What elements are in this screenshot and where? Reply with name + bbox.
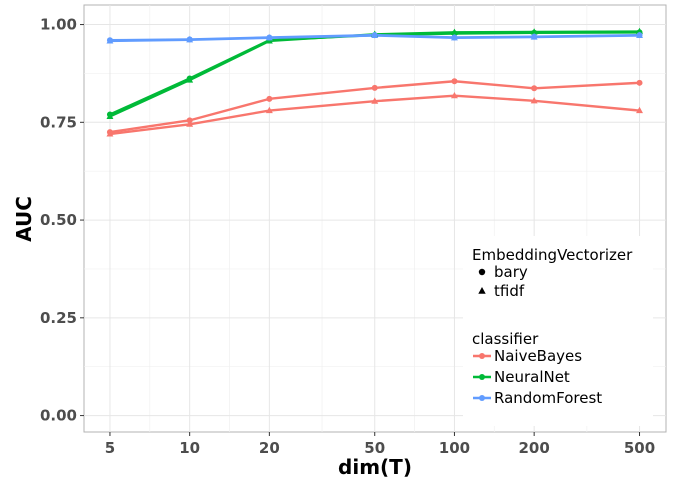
legend-label-neuralnet: NeuralNet (494, 368, 570, 386)
data-point-neuralnet-tfidf (530, 28, 538, 35)
y-tick-label: 0.75 (40, 113, 77, 131)
data-point-randomforest-tfidf (636, 31, 643, 39)
x-tick-label: 100 (439, 439, 470, 457)
x-tick-label: 200 (518, 439, 549, 457)
legend-label-randomforest: RandomForest (494, 389, 602, 407)
legend-dot-neuralnet (479, 374, 485, 380)
x-tick-label: 5 (105, 439, 115, 457)
legend-dot-randomforest (479, 395, 485, 401)
data-point-randomforest-tfidf (450, 34, 458, 41)
y-tick-label: 0.25 (40, 309, 77, 327)
x-tick-label: 50 (364, 439, 385, 457)
x-tick-label: 10 (179, 439, 200, 457)
data-point-naivebayes-tfidf (106, 130, 114, 137)
grid (83, 4, 667, 433)
data-point-neuralnet-tfidf (636, 27, 643, 35)
data-point-randomforest-tfidf (106, 37, 114, 44)
x-tick-label: 20 (259, 439, 280, 457)
data-point-naivebayes-bary (266, 95, 273, 102)
data-point-randomforest-tfidf (530, 33, 538, 40)
legend-label-tfidf: tfidf (494, 282, 525, 300)
axes: 0.00 0.25 0.50 0.75 1.00 5 10 20 50 100 200 500 (40, 16, 655, 457)
data-point-naivebayes-bary (371, 84, 378, 91)
legend-dot-naivebayes (479, 353, 485, 359)
data-point-naivebayes-tfidf (450, 91, 458, 99)
data-point-randomforest-tfidf (371, 31, 379, 39)
y-tick-label: 0.00 (40, 407, 77, 425)
data-point-naivebayes-bary (531, 85, 538, 92)
legend-title-classifier: classifier (472, 330, 539, 348)
data-point-naivebayes-tfidf (186, 120, 194, 127)
x-tick-label: 500 (624, 439, 655, 457)
legend-box (463, 236, 653, 426)
legend-key-tfidf (478, 286, 486, 294)
data-point-naivebayes-tfidf (265, 106, 273, 114)
legend-title-vectorizer: EmbeddingVectorizer (472, 246, 633, 264)
series-markers (106, 27, 643, 137)
y-axis-title: AUC (12, 196, 36, 242)
data-point-randomforest-tfidf (186, 36, 194, 43)
data-point-naivebayes-tfidf (530, 97, 538, 104)
data-point-naivebayes-tfidf (636, 106, 643, 114)
data-point-neuralnet-tfidf (106, 112, 114, 119)
x-axis-title: dim(T) (338, 455, 412, 479)
data-point-naivebayes-bary (451, 78, 458, 85)
data-point-naivebayes-bary (186, 117, 193, 124)
data-point-randomforest-tfidf (265, 34, 273, 41)
data-point-naivebayes-tfidf (371, 97, 379, 104)
legend-label-bary: bary (494, 263, 528, 281)
data-point-neuralnet-tfidf (186, 76, 194, 83)
legend-key-bary (478, 268, 486, 276)
data-point-neuralnet-tfidf (450, 28, 458, 35)
legend-label-naivebayes: NaiveBayes (494, 347, 582, 365)
data-point-naivebayes-bary (636, 79, 643, 86)
y-tick-label: 0.50 (40, 211, 77, 229)
y-tick-label: 1.00 (40, 16, 77, 34)
